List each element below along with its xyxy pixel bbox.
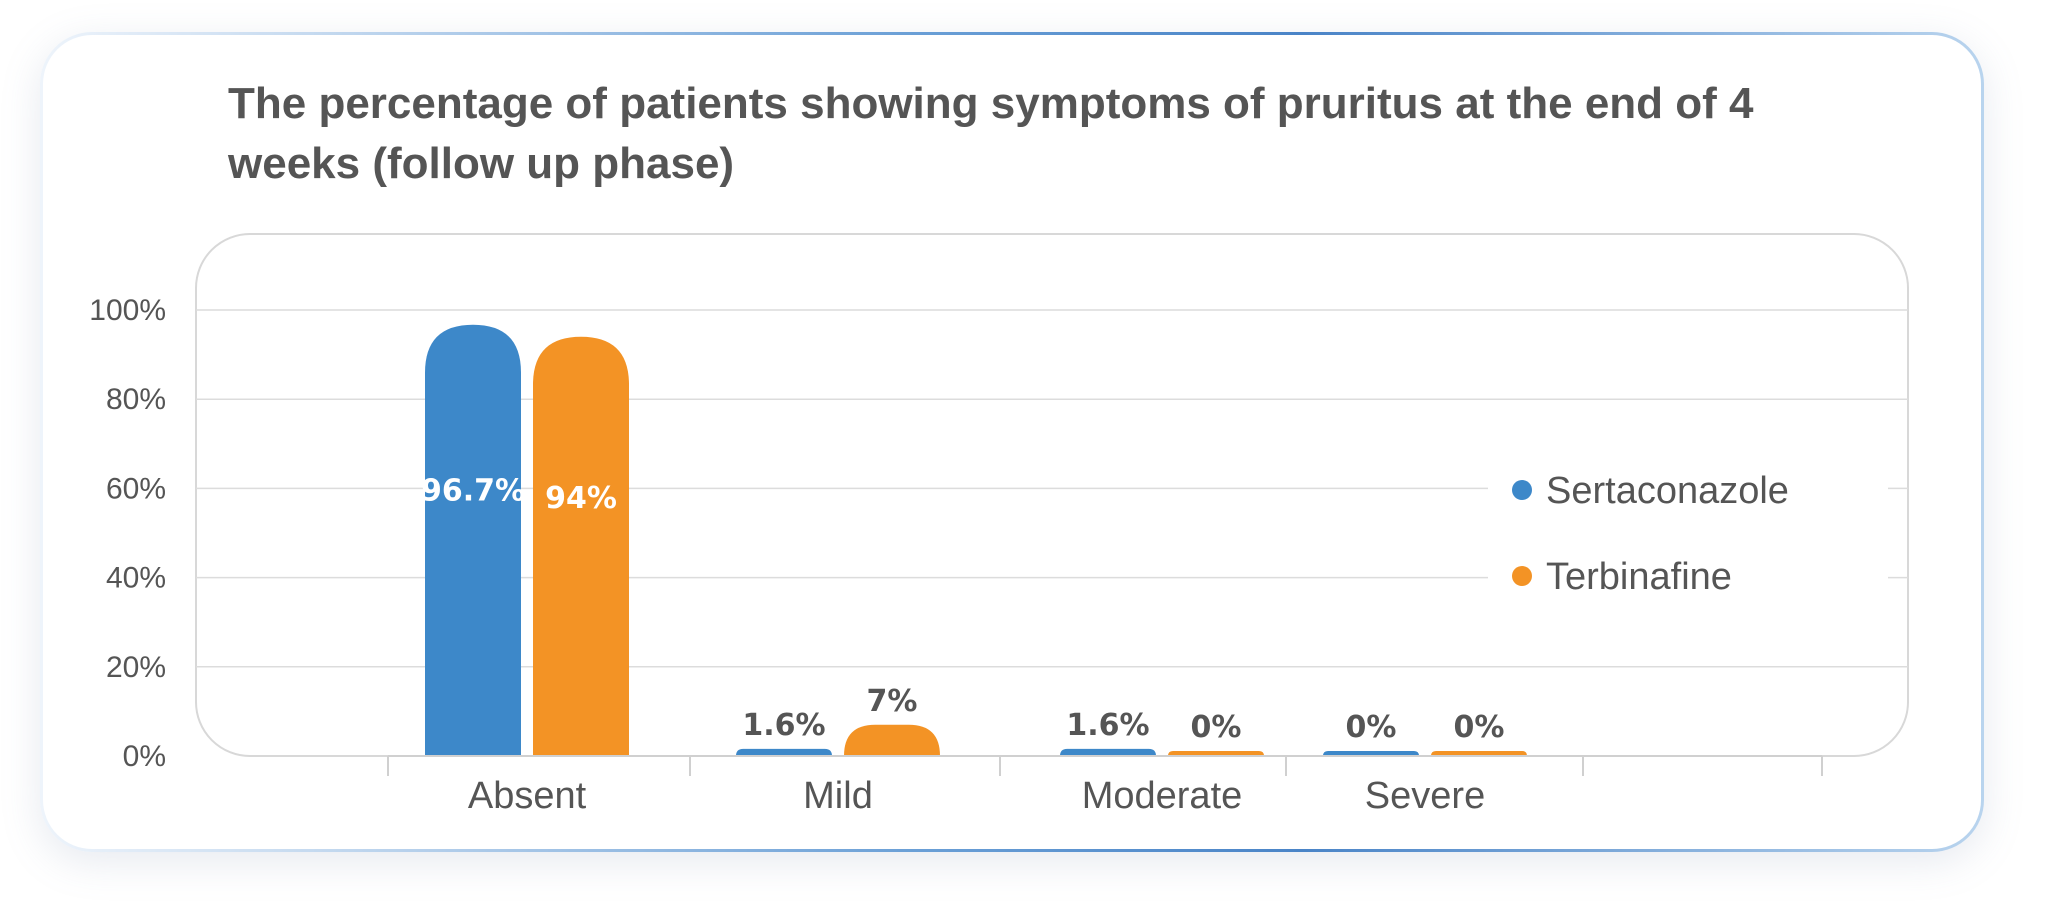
bar-sertaconazole-mild <box>736 748 832 756</box>
y-tick-label: 60% <box>106 472 166 505</box>
y-tick-label: 0% <box>123 740 166 773</box>
data-label: 96.7% <box>421 474 525 509</box>
data-label: 1.6% <box>1066 708 1149 743</box>
legend-label-sertaconazole: Sertaconazole <box>1546 470 1789 512</box>
data-label: 1.6% <box>742 708 825 743</box>
x-category-label: Severe <box>1365 775 1485 817</box>
data-label: 94% <box>545 481 617 516</box>
chart-card <box>40 32 1984 852</box>
y-tick-label: 40% <box>106 562 166 595</box>
bar-terbinafine-mild <box>844 724 940 756</box>
bar-sertaconazole-severe <box>1323 751 1419 756</box>
legend-label-terbinafine: Terbinafine <box>1546 556 1732 598</box>
y-tick-label: 100% <box>89 294 166 327</box>
x-category-label: Moderate <box>1082 775 1243 817</box>
bar-terbinafine-absent <box>533 336 629 756</box>
legend-background <box>1488 455 1888 605</box>
bar-terbinafine-moderate <box>1168 751 1264 756</box>
y-tick-label: 80% <box>106 383 166 416</box>
x-category-label: Mild <box>803 775 873 817</box>
data-label: 0% <box>1346 710 1397 745</box>
data-label: 0% <box>1191 710 1242 745</box>
legend-marker-sertaconazole <box>1512 480 1532 500</box>
bar-terbinafine-severe <box>1431 751 1527 756</box>
bar-sertaconazole-moderate <box>1060 748 1156 756</box>
legend-marker-terbinafine <box>1512 566 1532 586</box>
chart-title: The percentage of patients showing sympt… <box>228 79 1754 188</box>
data-label: 7% <box>867 684 918 719</box>
x-category-label: Absent <box>468 775 587 817</box>
y-tick-label: 20% <box>106 651 166 684</box>
bar-sertaconazole-absent <box>425 324 521 756</box>
data-label: 0% <box>1454 710 1505 745</box>
